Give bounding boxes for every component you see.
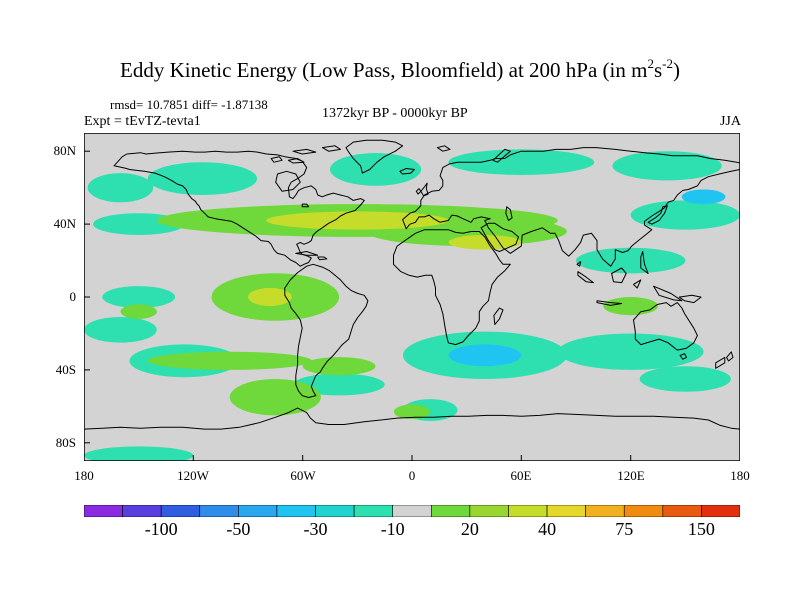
indonesia-coast (577, 267, 683, 306)
lat-label-80s: 80S (55, 435, 76, 450)
colorbar-label: 150 (687, 519, 715, 539)
anomaly-region-8 (102, 286, 176, 308)
lat-label-80n: 80N (53, 143, 76, 158)
stats-label: rmsd= 10.7851 diff= -1.87138 (110, 97, 268, 112)
britain-coast (420, 182, 429, 197)
lon-label-180e: 180 (730, 468, 750, 483)
hudson-bay-coast (275, 170, 301, 192)
map-canvas (84, 133, 740, 461)
anomaly-region-2 (330, 153, 422, 186)
colorbar-swatch (430, 505, 471, 517)
lat-label-40s: 40S (55, 362, 76, 377)
anomaly-region-7 (576, 247, 686, 274)
colorbar-swatch (469, 505, 509, 517)
anomaly-region-6 (630, 200, 740, 230)
season-label: JJA (719, 114, 741, 129)
anomaly-region-15 (557, 333, 704, 370)
anomaly-region-26 (302, 357, 376, 376)
madagascar-coast (493, 307, 504, 325)
japan-coast (647, 205, 668, 225)
lat-label-0: 0 (69, 289, 77, 304)
colorbar-swatch (199, 505, 239, 517)
greenland-coast (345, 139, 404, 174)
anomaly-region-18 (84, 446, 194, 461)
anomaly-region-0 (147, 162, 258, 195)
colorbar-swatch (623, 505, 664, 517)
colorbar-label: 40 (538, 519, 557, 539)
colorbar-label: -50 (226, 519, 251, 539)
arctic-islands-coast (270, 145, 341, 164)
anomaly-region-4 (612, 151, 722, 181)
colorbar (84, 505, 740, 517)
philippines-coast (640, 251, 649, 274)
anomaly-region-9 (84, 317, 157, 343)
colorbar-label: -30 (303, 519, 328, 539)
colorbar-label: 20 (460, 519, 479, 539)
colorbar-swatch (392, 505, 432, 517)
anomaly-region-27 (229, 379, 321, 416)
experiment-label: Expt = tEvTZ-tevta1 (84, 114, 201, 129)
anomaly-region-30 (120, 304, 157, 319)
colorbar-swatch (585, 505, 625, 517)
plot-title: Eddy Kinetic Energy (Low Pass, Bloomfiel… (120, 56, 680, 82)
south-america-coast (284, 263, 369, 398)
anomaly-region-16 (639, 366, 731, 392)
colorbar-swatch (546, 505, 586, 517)
colorbar-label: -10 (380, 519, 405, 539)
svalbard-coast (436, 145, 451, 152)
australia-coast (633, 302, 698, 351)
cuba-coast (295, 251, 328, 261)
lon-label-60w: 60W (290, 468, 316, 483)
anomaly-region-25 (147, 351, 312, 370)
caspian-coast (505, 206, 513, 221)
ireland-coast (415, 188, 422, 195)
axis-tick-marks (84, 150, 632, 461)
new-zealand-coast (715, 351, 734, 369)
colorbar-swatch (508, 505, 548, 517)
map-panel (84, 133, 740, 461)
north-america-coast (113, 150, 365, 267)
anomaly-region-22 (448, 235, 522, 250)
colorbar-label: 75 (615, 519, 634, 539)
lon-label-180w: 180 (74, 468, 94, 483)
lon-label-120e: 120E (617, 468, 645, 483)
novaya-zemlya-coast (492, 148, 511, 163)
period-label: 1372kyr BP - 0000kyr BP (322, 106, 468, 121)
colorbar-swatch (315, 505, 355, 517)
new-guinea-coast (678, 294, 702, 304)
colorbar-label: -100 (144, 519, 178, 539)
sri-lanka-coast (576, 261, 582, 267)
tasmania-coast (679, 353, 687, 360)
colorbar-swatch (238, 505, 278, 517)
anomaly-region-1 (87, 173, 154, 203)
colorbar-swatch (353, 505, 394, 517)
anomaly-region-3 (448, 149, 595, 175)
colorbar-swatch (701, 505, 740, 517)
lat-label-40n: 40N (53, 216, 76, 231)
colorbar-swatch (122, 505, 162, 517)
colorbar-swatch (84, 505, 123, 517)
anomaly-region-21 (266, 211, 449, 230)
anomaly-region-17 (681, 189, 726, 205)
great-lakes-coast (301, 203, 310, 208)
africa-coast (393, 229, 511, 346)
iceland-coast (399, 168, 415, 175)
anomaly-region-14 (448, 344, 522, 367)
lon-label-0: 0 (408, 468, 416, 483)
antarctica-coast (84, 407, 740, 430)
colorbar-swatch (662, 505, 702, 517)
lon-label-60e: 60E (510, 468, 532, 483)
lon-label-120w: 120W (177, 468, 209, 483)
colorbar-swatch (276, 505, 316, 517)
anomaly-region-24 (248, 287, 292, 307)
coastline-layer (84, 139, 740, 430)
arabia-coast (480, 222, 519, 252)
anomaly-region-28 (393, 404, 431, 420)
anomaly-region-29 (603, 297, 658, 316)
colorbar-swatch (160, 505, 201, 517)
